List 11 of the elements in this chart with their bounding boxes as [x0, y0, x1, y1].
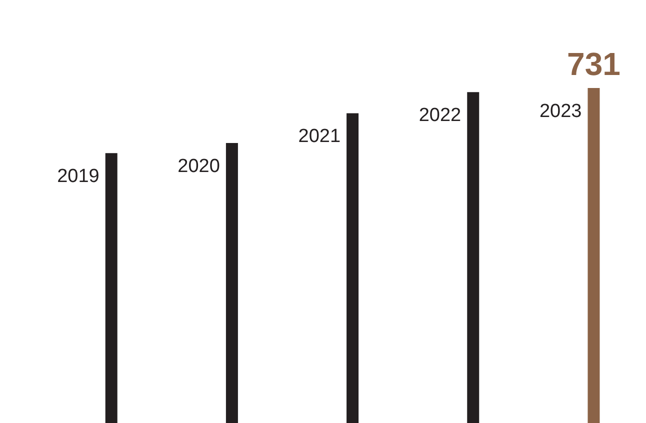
bar [105, 153, 118, 423]
bar [346, 113, 359, 423]
bar [467, 92, 480, 423]
x-tick-label: 2020 [178, 156, 220, 177]
x-tick-label: 2022 [418, 105, 462, 126]
x-tick-label: 2023 [539, 101, 582, 122]
data-label: 731 [567, 46, 620, 82]
x-tick-label: 2021 [298, 126, 341, 148]
x-tick-label: 2019 [57, 166, 100, 188]
bar [588, 88, 600, 423]
bar [226, 142, 238, 423]
